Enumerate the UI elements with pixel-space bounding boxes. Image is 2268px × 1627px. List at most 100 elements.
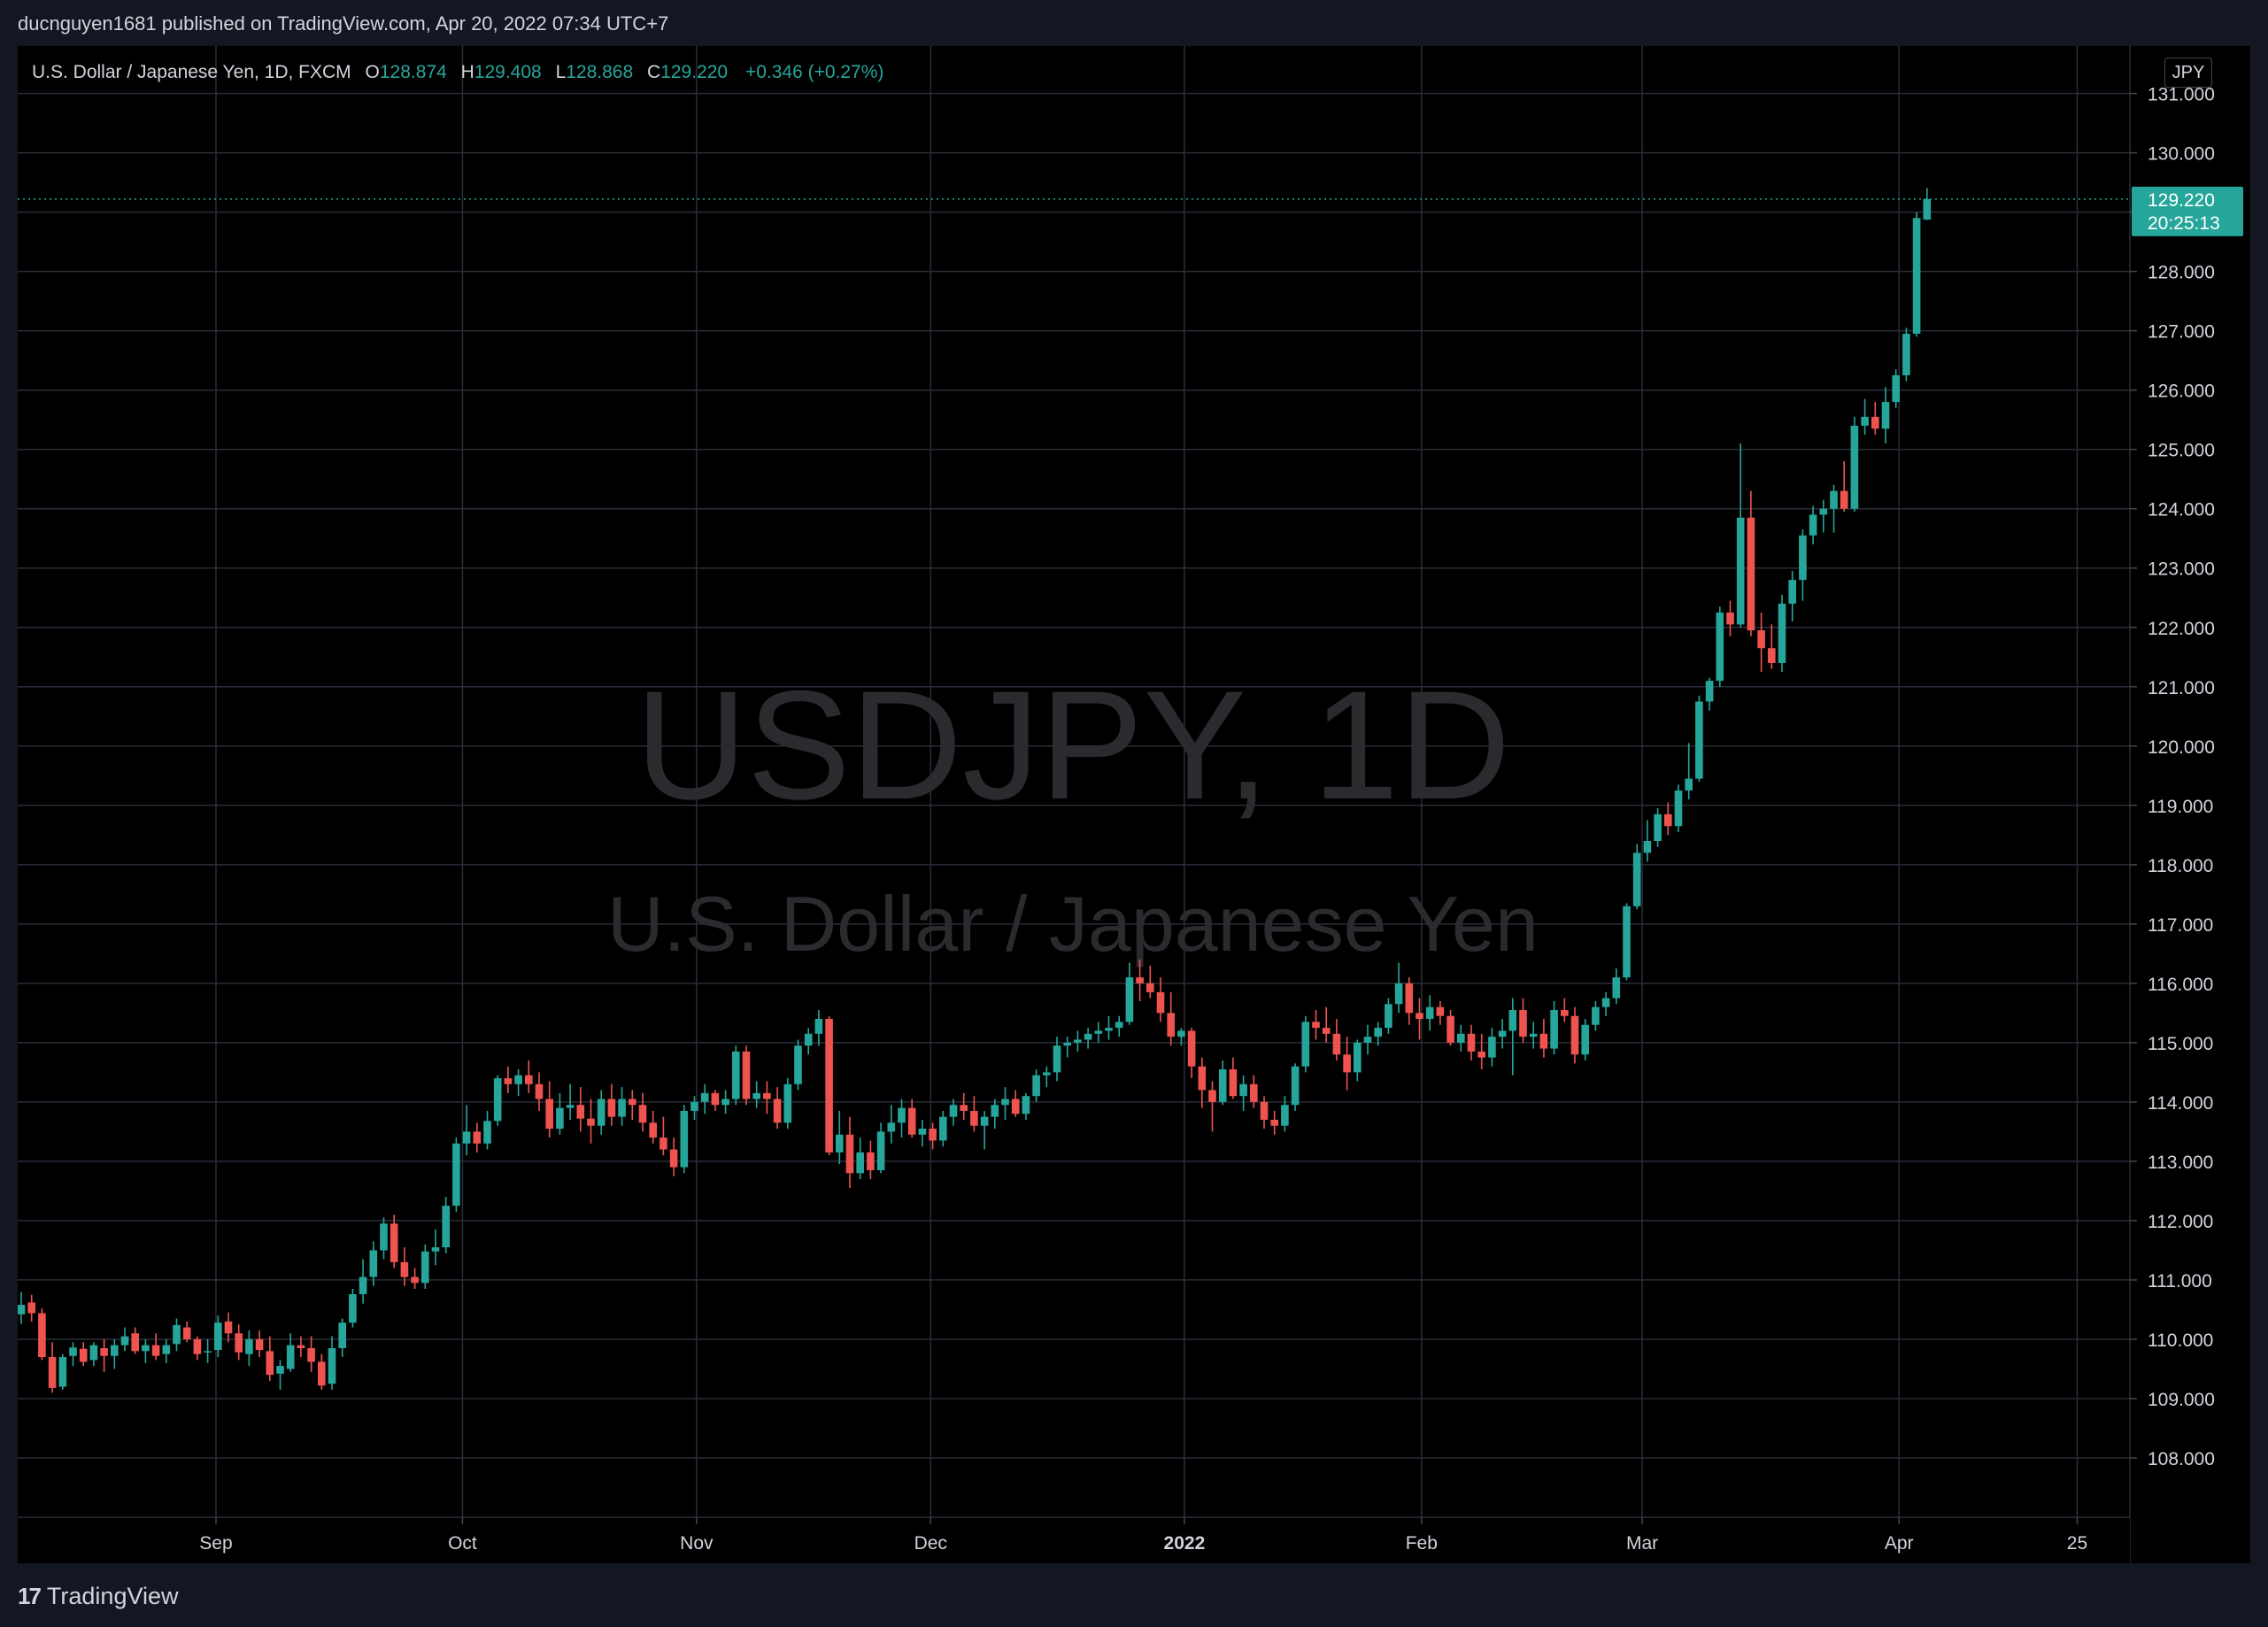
candle-body xyxy=(1705,681,1714,702)
candle-body xyxy=(773,1099,782,1123)
candle-body xyxy=(1115,1022,1123,1029)
candle-body xyxy=(1405,983,1414,1014)
last-price-label-bg xyxy=(2132,186,2243,236)
candle-body xyxy=(814,1019,823,1034)
open-label: O xyxy=(365,62,380,82)
candle-body xyxy=(483,1121,491,1144)
candle-body xyxy=(89,1345,98,1361)
candle-body xyxy=(898,1107,906,1123)
currency-button[interactable]: JPY xyxy=(2164,58,2212,88)
time-axis-label: 2022 xyxy=(1164,1533,1206,1554)
candle-body xyxy=(1674,790,1683,827)
candle-body xyxy=(1488,1037,1496,1058)
candle-body xyxy=(669,1149,678,1168)
price-axis-label: 108.000 xyxy=(2148,1449,2215,1469)
time-axis-label: Dec xyxy=(914,1533,947,1554)
candle-body xyxy=(1850,425,1859,509)
candle-body xyxy=(1156,991,1165,1014)
candle-body xyxy=(111,1345,119,1356)
candle-body xyxy=(276,1366,284,1374)
price-axis-label: 111.000 xyxy=(2148,1271,2212,1292)
candle-body xyxy=(411,1276,419,1284)
chart-area[interactable]: USDJPY, 1D U.S. Dollar / Japanese Yen 108.… xyxy=(18,46,2250,1563)
low-label: L xyxy=(555,62,567,82)
candle-body xyxy=(960,1105,968,1111)
candle-body xyxy=(204,1351,212,1353)
candle-body xyxy=(1270,1119,1278,1126)
publish-header: ducnguyen1681 published on TradingView.c… xyxy=(0,0,2268,46)
watermark-subtitle: U.S. Dollar / Japanese Yen xyxy=(607,880,1539,968)
candle-body xyxy=(442,1206,450,1248)
candle-body xyxy=(1519,1010,1527,1037)
candle-body xyxy=(1291,1066,1300,1106)
candle-body xyxy=(400,1261,409,1277)
candle-body xyxy=(380,1223,388,1251)
candlestick-chart[interactable]: USDJPY, 1D U.S. Dollar / Japanese Yen 108.… xyxy=(18,46,2250,1563)
candle-body xyxy=(100,1348,108,1356)
price-axis-label: 128.000 xyxy=(2148,263,2215,283)
time-axis-label: Feb xyxy=(1406,1533,1438,1554)
price-axis-label: 131.000 xyxy=(2148,85,2215,105)
candle-body xyxy=(1136,977,1144,983)
candle-body xyxy=(297,1345,305,1349)
candle-body xyxy=(887,1122,896,1132)
candle-body xyxy=(576,1105,585,1119)
candle-body xyxy=(18,1305,26,1315)
candle-body xyxy=(1457,1033,1465,1043)
candle-body xyxy=(1167,1013,1175,1037)
candle-body xyxy=(980,1116,989,1126)
tradingview-logo-icon: 17 xyxy=(18,1583,42,1609)
candle-body xyxy=(1053,1045,1061,1073)
candle-body xyxy=(763,1092,771,1099)
candle-body xyxy=(876,1131,885,1170)
price-axis-label: 122.000 xyxy=(2148,619,2215,639)
candle-body xyxy=(1799,535,1807,581)
candle-body xyxy=(473,1131,482,1144)
candle-body xyxy=(1923,198,1932,220)
tradingview-logo[interactable]: 17 TradingView xyxy=(18,1583,179,1610)
change-value: +0.346 (+0.27%) xyxy=(744,62,884,82)
time-axis-label: Nov xyxy=(680,1533,714,1554)
candle-body xyxy=(27,1302,35,1314)
price-axis-label: 125.000 xyxy=(2148,441,2215,461)
candle-body xyxy=(907,1107,916,1135)
candle-body xyxy=(618,1099,626,1117)
tradingview-brand: TradingView xyxy=(46,1583,179,1609)
candle-body xyxy=(1654,814,1662,842)
candle-body xyxy=(1063,1042,1071,1046)
candle-body xyxy=(721,1099,729,1106)
candle-body xyxy=(1747,517,1755,631)
candle-body xyxy=(1374,1028,1382,1037)
candle-body xyxy=(421,1251,429,1284)
candle-body xyxy=(245,1338,253,1354)
candle-body xyxy=(867,1152,875,1170)
candle-body xyxy=(825,1019,833,1153)
candle-body xyxy=(369,1250,378,1277)
candle-body xyxy=(1581,1024,1589,1055)
candle-body xyxy=(1664,814,1672,827)
candle-body xyxy=(732,1051,740,1099)
candle-body xyxy=(1830,490,1838,509)
price-axis-label: 112.000 xyxy=(2148,1212,2213,1232)
candle-body xyxy=(918,1129,927,1135)
high-value: 129.408 xyxy=(474,62,542,82)
candle-body xyxy=(680,1110,689,1168)
low-value: 128.868 xyxy=(566,62,634,82)
time-axis-label: Sep xyxy=(199,1533,232,1554)
candle-body xyxy=(1218,1069,1227,1102)
candle-body xyxy=(929,1129,937,1141)
time-axis-label: Oct xyxy=(448,1533,477,1554)
candle-body xyxy=(1208,1090,1216,1102)
candle-body xyxy=(1332,1033,1341,1055)
candle-body xyxy=(79,1348,88,1362)
price-axis-label: 115.000 xyxy=(2148,1034,2213,1054)
candle-body xyxy=(318,1361,326,1386)
price-axis-label: 119.000 xyxy=(2148,797,2213,817)
candle-body xyxy=(1239,1083,1247,1097)
candle-body xyxy=(214,1322,222,1351)
candle-body xyxy=(193,1338,202,1354)
candle-body xyxy=(1198,1066,1207,1091)
candle-body xyxy=(1529,1033,1538,1037)
candle-body xyxy=(1177,1030,1185,1037)
candle-body xyxy=(1881,402,1890,429)
